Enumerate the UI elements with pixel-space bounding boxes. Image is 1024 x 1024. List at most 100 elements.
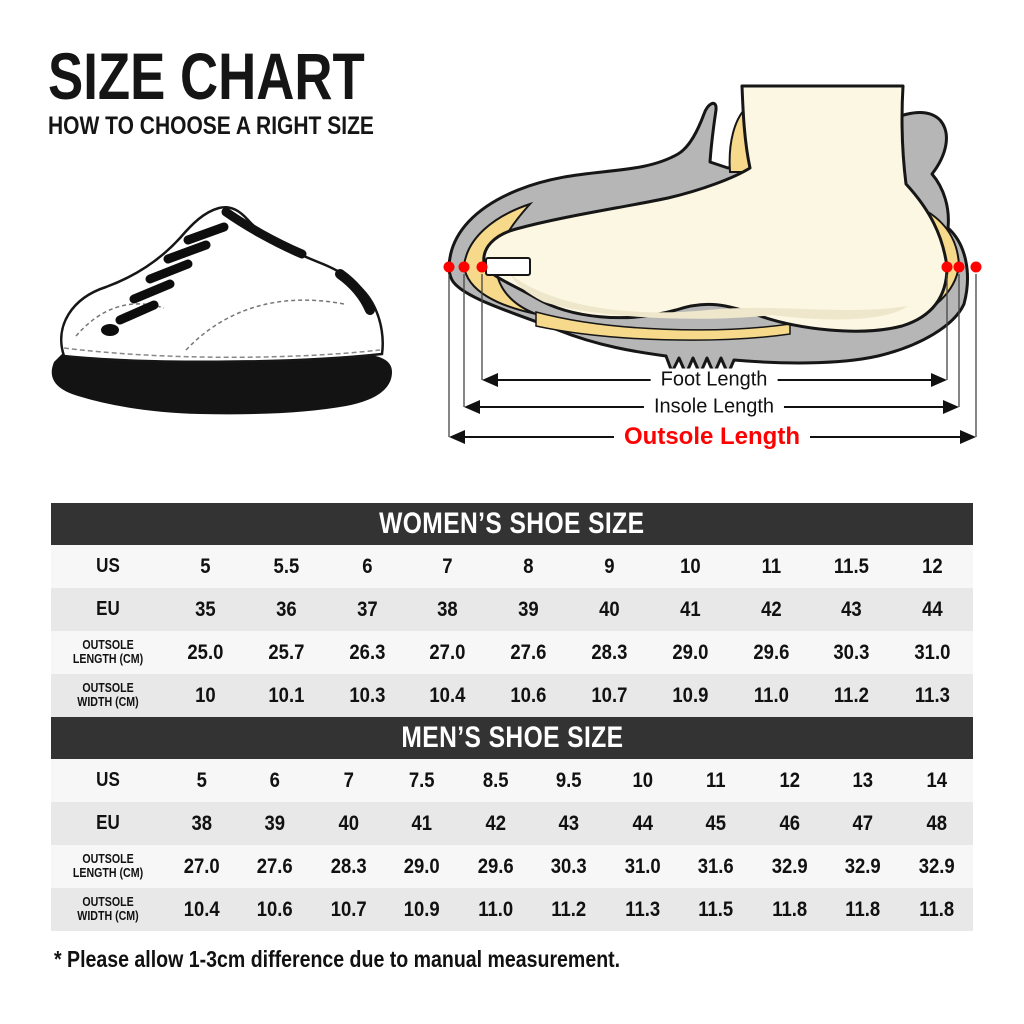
size-cell: 40 bbox=[599, 597, 620, 621]
mens-row-outsole-width-cm: OUTSOLE WIDTH (CM) 10.4 10.6 10.7 10.9 11.0 11… bbox=[51, 888, 973, 931]
size-cell: 12 bbox=[779, 768, 800, 792]
size-cell: 10.4 bbox=[183, 897, 220, 921]
sneaker-lace-knot bbox=[101, 324, 119, 336]
size-cell: 10.7 bbox=[330, 897, 367, 921]
outsole-length-label: Outsole Length bbox=[614, 423, 810, 451]
size-cell: 11.8 bbox=[845, 897, 881, 921]
foot-shape bbox=[482, 84, 949, 333]
row-label: US bbox=[96, 769, 120, 791]
sneaker-outsole bbox=[51, 350, 393, 415]
mens-row-eu: EU 38 39 40 41 42 43 44 45 46 47 48 bbox=[51, 802, 973, 845]
measurement-note: * Please allow 1-3cm difference due to m… bbox=[54, 946, 621, 972]
size-cell: 27.0 bbox=[429, 640, 466, 664]
row-label: EU bbox=[96, 598, 120, 620]
womens-row-us: US 5 5.5 6 7 8 9 10 11 11.5 12 bbox=[51, 545, 973, 588]
womens-row-outsole-width-cm: OUTSOLE WIDTH (CM) 10 10.1 10.3 10.4 10.6 10.7… bbox=[51, 674, 973, 717]
size-cell: 36 bbox=[275, 597, 297, 621]
size-cell: 11.3 bbox=[915, 683, 951, 707]
size-cell: 39 bbox=[264, 811, 286, 835]
size-cell: 11.0 bbox=[753, 683, 789, 707]
mens-row-outsole-length-cm: OUTSOLE LENGTH (CM) 27.0 27.6 28.3 29.0 29.6 3… bbox=[51, 845, 973, 888]
size-cell: 11 bbox=[706, 768, 726, 792]
size-cell: 45 bbox=[705, 811, 727, 835]
size-cell: 7 bbox=[343, 768, 354, 792]
size-cell: 11.0 bbox=[478, 897, 514, 921]
size-cell: 41 bbox=[679, 597, 701, 621]
size-cell: 26.3 bbox=[349, 640, 385, 664]
size-cell: 32.9 bbox=[844, 854, 881, 878]
size-cell: 29.0 bbox=[404, 854, 441, 878]
size-cell: 39 bbox=[518, 597, 539, 621]
size-cell: 5.5 bbox=[273, 554, 300, 578]
size-cell: 6 bbox=[361, 554, 373, 578]
size-cell: 7.5 bbox=[409, 768, 435, 792]
size-cell: 6 bbox=[270, 768, 281, 792]
size-cell: 10 bbox=[195, 683, 216, 707]
size-cell: 10.9 bbox=[672, 683, 709, 707]
size-cell: 10.1 bbox=[268, 683, 305, 707]
page-title: SIZE CHART bbox=[48, 39, 365, 113]
sneaker-collar-trim bbox=[221, 207, 307, 259]
womens-table-header: WOMEN’S SHOE SIZE bbox=[51, 503, 973, 545]
size-cell: 5 bbox=[196, 768, 207, 792]
size-cell: 47 bbox=[852, 811, 874, 835]
mens-table-title: MEN’S SHOE SIZE bbox=[400, 721, 624, 754]
size-cell: 10.4 bbox=[429, 683, 466, 707]
size-cell: 10.7 bbox=[591, 683, 628, 707]
size-cell: 11.8 bbox=[771, 897, 807, 921]
size-cell: 32.9 bbox=[918, 854, 955, 878]
size-cell: 25.0 bbox=[187, 640, 224, 664]
mens-row-us: US 5 6 7 7.5 8.5 9.5 10 11 12 13 14 bbox=[51, 759, 973, 802]
size-cell: 41 bbox=[411, 811, 433, 835]
size-cell: 11.2 bbox=[834, 683, 870, 707]
measurement-dots bbox=[443, 261, 982, 273]
sneaker-side-stitching bbox=[185, 299, 345, 351]
size-cell: 10.6 bbox=[510, 683, 547, 707]
size-cell: 11.8 bbox=[918, 897, 954, 921]
size-tables: WOMEN’S SHOE SIZE US 5 5.5 6 7 8 9 10 11 11.5 12 EU… bbox=[51, 503, 973, 931]
sneaker-toe-stitching bbox=[75, 303, 165, 337]
size-cell: 29.0 bbox=[672, 640, 709, 664]
sneaker-illustration bbox=[51, 206, 393, 415]
size-cell: 8 bbox=[523, 554, 534, 578]
row-label: OUTSOLE LENGTH (CM) bbox=[72, 637, 144, 666]
page-subtitle: HOW TO CHOOSE A RIGHT SIZE bbox=[48, 112, 374, 140]
size-cell: 11.5 bbox=[698, 897, 734, 921]
sneaker-midsole-stitching bbox=[63, 347, 381, 358]
row-label: US bbox=[96, 555, 120, 577]
size-cell: 29.6 bbox=[752, 640, 789, 664]
size-cell: 42 bbox=[485, 811, 506, 835]
size-cell: 44 bbox=[922, 597, 943, 621]
size-cell: 27.6 bbox=[257, 854, 294, 878]
sneaker-product-image bbox=[40, 188, 410, 428]
size-cell: 48 bbox=[925, 811, 947, 835]
womens-table-rows: US 5 5.5 6 7 8 9 10 11 11.5 12 EU 35 36 37 38 39 40 41 42 43… bbox=[51, 545, 973, 717]
size-cell: 11.3 bbox=[624, 897, 660, 921]
foot-measurement-diagram: Foot Length Insole Length Outsole Length bbox=[440, 60, 1000, 460]
size-cell: 38 bbox=[191, 811, 213, 835]
size-cell: 11 bbox=[761, 554, 781, 578]
size-cell: 29.6 bbox=[477, 854, 514, 878]
size-cell: 27.6 bbox=[510, 640, 547, 664]
toe-marker bbox=[485, 257, 531, 276]
size-cell: 25.7 bbox=[268, 640, 305, 664]
size-cell: 9.5 bbox=[556, 768, 582, 792]
size-cell: 42 bbox=[760, 597, 782, 621]
size-cell: 9 bbox=[604, 554, 615, 578]
sneaker-laces bbox=[115, 222, 229, 325]
insole-bottom-strip bbox=[535, 311, 791, 341]
size-cell: 30.3 bbox=[551, 854, 587, 878]
size-cell: 31.0 bbox=[914, 640, 951, 664]
size-cell: 8.5 bbox=[482, 768, 509, 792]
size-cell: 10 bbox=[632, 768, 653, 792]
size-cell: 40 bbox=[338, 811, 359, 835]
row-label: OUTSOLE WIDTH (CM) bbox=[77, 894, 139, 923]
size-cell: 10 bbox=[679, 554, 701, 578]
sneaker-heel-trim bbox=[335, 269, 375, 315]
womens-row-eu: EU 35 36 37 38 39 40 41 42 43 44 bbox=[51, 588, 973, 631]
size-cell: 10.6 bbox=[257, 897, 294, 921]
size-cell: 10.9 bbox=[404, 897, 441, 921]
size-cell: 31.6 bbox=[697, 854, 734, 878]
size-cell: 37 bbox=[356, 597, 378, 621]
